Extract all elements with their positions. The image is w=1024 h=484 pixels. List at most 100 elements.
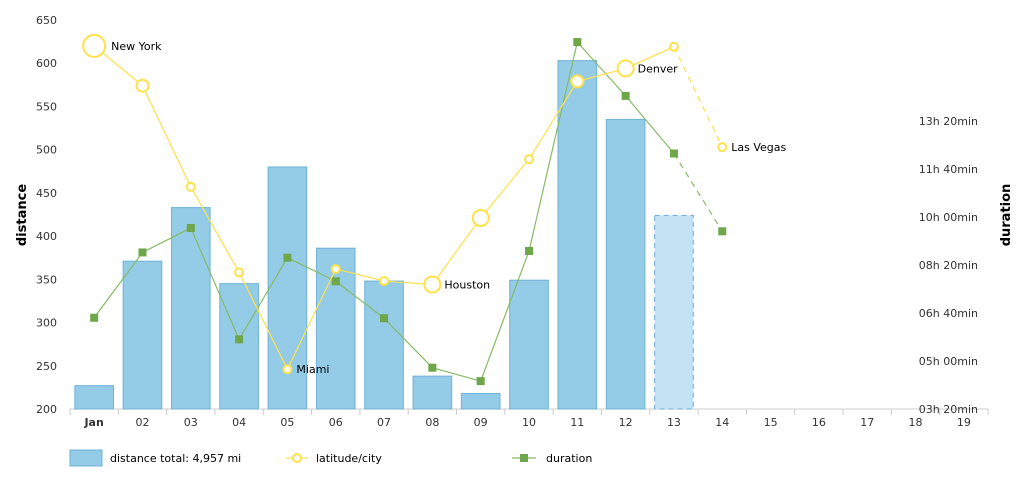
latitude-line-segment (238, 272, 288, 370)
y-tick-label: 200 (36, 403, 57, 416)
duration-line-segment (287, 257, 336, 282)
duration-marker (186, 223, 195, 232)
x-tick-label: 19 (957, 416, 971, 429)
series-lines (82, 33, 728, 386)
latitude-marker (330, 263, 341, 274)
latitude-marker (570, 74, 585, 89)
y-tick-label: 400 (36, 230, 57, 243)
latitude-marker (717, 142, 728, 153)
y2-tick-label: 13h 20min (919, 115, 978, 128)
y-tick-label: 450 (36, 187, 57, 200)
duration-line-segment (335, 280, 385, 319)
distance-bar (74, 385, 114, 410)
duration-marker (476, 377, 485, 386)
x-tick-label: 06 (329, 416, 343, 429)
y2-axis-title: duration (999, 184, 1014, 247)
y2-tick-label: 11h 40min (919, 163, 978, 176)
x-tick-label: 02 (135, 416, 149, 429)
latitude-marker (471, 208, 490, 227)
x-tick-label: Jan (83, 416, 103, 429)
distance-bar (412, 375, 453, 410)
city-label: Houston (444, 279, 490, 292)
y2-tick-label: 05h 00min (919, 355, 978, 368)
duration-line-segment (383, 317, 433, 369)
duration-line-segment (625, 95, 675, 154)
legend-square-swatch (520, 454, 528, 462)
latitude-marker (234, 267, 245, 278)
latitude-marker (524, 154, 534, 165)
latitude-line-segment (335, 268, 385, 282)
duration-line-segment (576, 41, 627, 97)
legend-label: latitude/city (316, 452, 382, 465)
y2-tick-label: 10h 00min (919, 211, 978, 224)
legend-circle-swatch (292, 453, 302, 463)
distance-bar (509, 279, 549, 410)
city-label: Las Vegas (731, 141, 786, 154)
legend-label: distance total: 4,957 mi (110, 452, 241, 465)
x-axis-grid (69, 408, 989, 415)
latitude-marker (282, 364, 293, 375)
duration-marker (283, 253, 292, 262)
latitude-marker (185, 181, 196, 192)
x-tick-label: 04 (232, 416, 246, 429)
latitude-marker (668, 41, 679, 52)
duration-line-segment (480, 250, 530, 382)
duration-marker (718, 227, 727, 236)
latitude-line-segment (431, 217, 482, 285)
duration-line-segment (238, 257, 288, 340)
duration-line-segment (142, 227, 192, 253)
y-tick-label: 550 (36, 100, 57, 113)
y-tick-label: 250 (36, 360, 57, 373)
duration-marker (138, 248, 147, 257)
duration-marker (331, 277, 340, 286)
latitude-line-segment (528, 81, 578, 160)
duration-marker (525, 246, 533, 255)
latitude-marker (82, 33, 107, 58)
legend-bar-swatch (69, 449, 103, 467)
distance-bar (460, 392, 501, 410)
axis-labels: 200 250 300 350 400 450 500 550 600 650 03h 20min 0… (36, 14, 978, 429)
x-tick-label: 09 (474, 416, 488, 429)
city-label: Denver (638, 62, 678, 75)
duration-line-segment (528, 41, 578, 252)
distance-bar (122, 260, 163, 410)
x-tick-label: 15 (764, 416, 778, 429)
duration-line-segment (190, 227, 240, 340)
y-tick-label: 500 (36, 144, 57, 157)
distance-bar (605, 118, 646, 410)
latitude-marker (135, 78, 150, 93)
latitude-line-segment (190, 186, 240, 273)
distance-bar (364, 280, 404, 410)
distance-bars (74, 60, 694, 410)
x-tick-label: 08 (425, 416, 439, 429)
x-tick-label: 05 (280, 416, 294, 429)
duration-marker (428, 363, 437, 372)
y-tick-label: 350 (36, 273, 57, 286)
x-tick-label: 17 (860, 416, 874, 429)
latitude-line-segment (141, 85, 192, 188)
duration-marker (90, 313, 99, 322)
y-tick-label: 300 (36, 317, 57, 330)
x-tick-label: 11 (570, 416, 584, 429)
distance-bar (170, 207, 211, 410)
y-tick-label: 650 (36, 14, 57, 27)
x-tick-label: 14 (715, 416, 729, 429)
city-label: Miami (296, 363, 329, 376)
duration-marker (621, 91, 630, 100)
city-label: New York (111, 40, 162, 53)
distance-bar (654, 214, 694, 410)
latitude-line-segment (673, 46, 723, 148)
latitude-marker (379, 276, 390, 287)
y-axis-title: distance (15, 184, 30, 246)
x-tick-label: 13 (667, 416, 681, 429)
y-tick-label: 600 (36, 57, 57, 70)
duration-marker (669, 149, 678, 158)
legend: distance total: 4,957 mi latitude/city dur… (69, 449, 592, 467)
duration-marker (380, 314, 389, 323)
latitude-marker (616, 59, 635, 78)
y2-tick-label: 06h 40min (919, 307, 978, 320)
x-tick-label: 12 (619, 416, 633, 429)
distance-bar (557, 60, 598, 410)
x-tick-label: 03 (184, 416, 198, 429)
